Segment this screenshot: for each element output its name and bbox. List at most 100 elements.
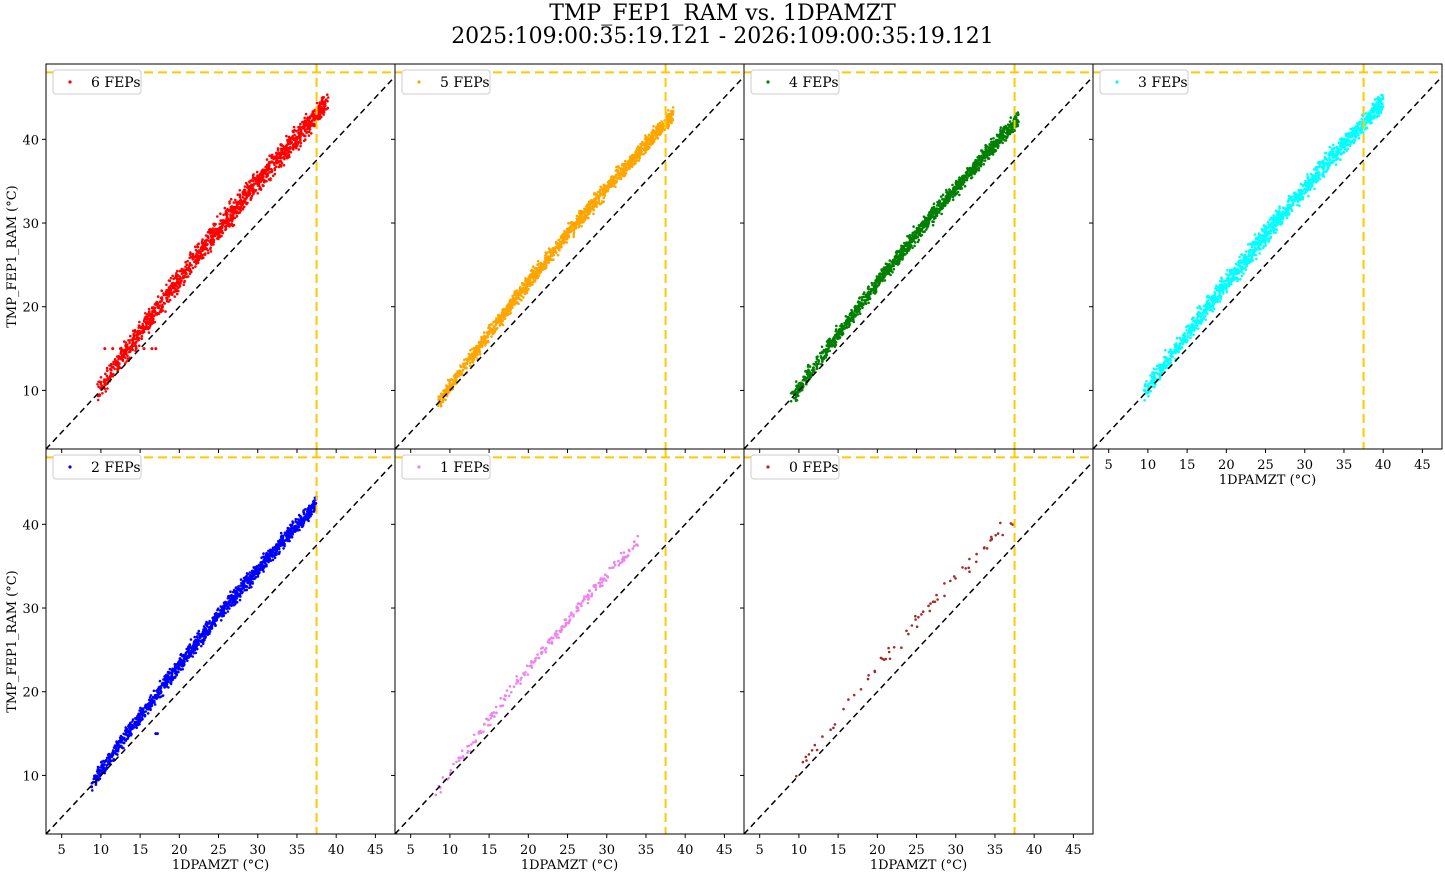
data-point (188, 265, 191, 268)
data-point (806, 376, 809, 380)
data-point (157, 305, 160, 308)
data-point (233, 216, 237, 220)
data-point (585, 216, 589, 220)
data-point (536, 259, 540, 263)
data-point (1009, 123, 1013, 127)
data-point (214, 229, 217, 232)
data-point (916, 226, 919, 230)
data-point (243, 200, 246, 204)
data-point (524, 290, 527, 293)
data-point (515, 291, 518, 294)
data-point (1255, 257, 1258, 261)
data-point (635, 156, 639, 160)
data-point (289, 151, 293, 154)
data-point (326, 93, 329, 96)
data-point (326, 99, 329, 103)
data-point (470, 360, 474, 363)
data-point (903, 244, 906, 247)
data-point (198, 257, 201, 260)
data-point (510, 304, 514, 307)
data-point (621, 172, 625, 176)
data-point (1152, 385, 1156, 389)
data-point (1009, 116, 1013, 119)
data-point (256, 174, 259, 177)
data-point (223, 206, 227, 210)
data-point (299, 144, 302, 148)
data-point (555, 242, 558, 245)
legend: 5 FEPs (401, 69, 491, 95)
data-point (515, 289, 518, 292)
data-point (211, 238, 215, 242)
data-point (283, 145, 287, 149)
data-point (275, 158, 278, 161)
data-point (588, 212, 591, 216)
data-point (270, 167, 273, 171)
data-point (509, 298, 512, 302)
data-point (272, 157, 275, 161)
data-point (295, 137, 299, 141)
data-point (819, 355, 823, 358)
data-point (475, 350, 479, 353)
data-point (860, 305, 864, 308)
y-tick-label: 40 (22, 133, 39, 148)
data-point (454, 382, 458, 386)
data-point (109, 368, 113, 372)
data-point (226, 220, 230, 223)
data-point (105, 366, 109, 370)
data-point (520, 294, 523, 298)
data-point (182, 283, 185, 287)
data-point (584, 207, 587, 211)
data-point (470, 352, 474, 355)
data-point (268, 154, 271, 157)
data-point (660, 120, 663, 123)
data-point (549, 258, 552, 261)
data-point (1240, 270, 1243, 274)
data-point (941, 193, 945, 197)
data-point (866, 298, 869, 302)
data-point (146, 320, 149, 324)
data-point (197, 251, 201, 255)
data-point (992, 137, 995, 140)
data-point (898, 260, 901, 263)
legend-label: 6 FEPs (91, 75, 141, 91)
legend-box (401, 69, 491, 95)
data-point (525, 280, 528, 283)
data-point (204, 244, 207, 247)
data-point (572, 233, 575, 236)
data-point (819, 351, 822, 355)
data-point (266, 168, 270, 172)
data-point (210, 230, 213, 234)
data-point (171, 274, 174, 278)
data-point (627, 159, 631, 163)
data-point (456, 370, 459, 373)
data-point (577, 226, 580, 229)
data-point (175, 280, 179, 284)
data-point (651, 137, 654, 140)
legend: 6 FEPs (52, 69, 142, 95)
legend-label: 5 FEPs (440, 75, 490, 91)
data-point (303, 119, 307, 123)
data-point (603, 187, 606, 190)
data-point (919, 229, 922, 233)
data-point (556, 246, 560, 249)
data-point (109, 375, 112, 378)
data-point (1169, 348, 1172, 351)
data-point (1330, 147, 1334, 150)
data-point (644, 151, 647, 154)
data-point (1318, 163, 1321, 166)
data-point (124, 343, 128, 347)
data-point (580, 225, 583, 228)
data-point (490, 335, 493, 338)
data-point (1001, 141, 1004, 145)
data-point (646, 145, 650, 148)
data-point (987, 146, 991, 150)
data-point (178, 269, 182, 273)
data-point (999, 126, 1003, 129)
data-point (663, 128, 666, 131)
data-point (649, 143, 653, 146)
data-point (194, 265, 197, 268)
data-point (1017, 120, 1020, 124)
data-point (476, 353, 479, 356)
data-point (114, 363, 117, 367)
data-point (254, 182, 257, 185)
